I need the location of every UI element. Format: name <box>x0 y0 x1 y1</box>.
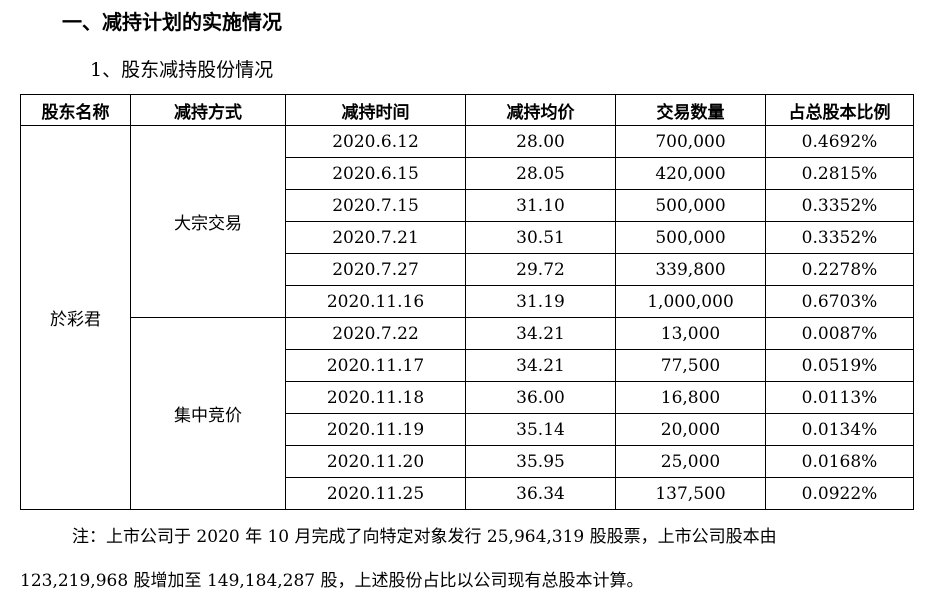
reduction-date-cell: 2020.11.20 <box>285 445 466 478</box>
trade-quantity-cell: 339,800 <box>615 253 766 286</box>
table-row: 集中竞价 2020.7.22 34.21 13,000 0.0087% <box>21 317 914 510</box>
trade-quantity-cell: 500,000 <box>615 221 766 254</box>
section-heading: 一、减持计划的实施情况 <box>62 10 282 34</box>
share-ratio-cell: 0.0519% <box>765 349 914 382</box>
average-price-cell: 28.05 <box>465 157 616 190</box>
table-row: 2020.11.16 31.19 1,000,000 0.6703% <box>21 285 914 318</box>
table-row: 2020.11.25 36.34 137,500 0.0922% <box>21 477 914 510</box>
header-reduction-date: 减持时间 <box>285 94 466 126</box>
trade-quantity-cell: 20,000 <box>615 413 766 446</box>
share-ratio-cell: 0.2815% <box>765 157 914 190</box>
table-row: 於彩君 大宗交易 2020.6.12 28.00 700,000 0.4692% <box>20 125 914 510</box>
share-ratio-cell: 0.4692% <box>765 125 914 158</box>
header-trade-quantity: 交易数量 <box>615 94 766 126</box>
share-ratio-cell: 0.0087% <box>765 317 914 350</box>
reduction-date-cell: 2020.7.22 <box>285 317 466 350</box>
reduction-method-cell: 大宗交易 <box>130 125 286 318</box>
reduction-date-cell: 2020.7.27 <box>285 253 466 286</box>
average-price-cell: 28.00 <box>465 125 616 158</box>
table-row: 2020.7.27 29.72 339,800 0.2278% <box>21 253 914 286</box>
trade-quantity-cell: 16,800 <box>615 381 766 414</box>
header-reduction-method: 减持方式 <box>130 94 286 126</box>
share-reduction-table: 股东名称 减持方式 减持时间 减持均价 交易数量 占总股本比例 於彩君 大宗交易 2… <box>20 94 914 510</box>
reduction-date-cell: 2020.11.19 <box>285 413 466 446</box>
header-average-price: 减持均价 <box>465 94 616 126</box>
reduction-date-cell: 2020.7.15 <box>285 189 466 222</box>
reduction-date-cell: 2020.6.15 <box>285 157 466 190</box>
average-price-cell: 34.21 <box>465 317 616 350</box>
trade-quantity-cell: 137,500 <box>615 477 766 510</box>
table-row: 2020.11.17 34.21 77,500 0.0519% <box>21 349 914 382</box>
average-price-cell: 31.19 <box>465 285 616 318</box>
reduction-date-cell: 2020.11.17 <box>285 349 466 382</box>
share-ratio-cell: 0.3352% <box>765 189 914 222</box>
average-price-cell: 35.14 <box>465 413 616 446</box>
average-price-cell: 31.10 <box>465 189 616 222</box>
share-ratio-cell: 0.6703% <box>765 285 914 318</box>
reduction-date-cell: 2020.11.16 <box>285 285 466 318</box>
trade-quantity-cell: 700,000 <box>615 125 766 158</box>
average-price-cell: 36.00 <box>465 381 616 414</box>
share-ratio-cell: 0.0113% <box>765 381 914 414</box>
average-price-cell: 34.21 <box>465 349 616 382</box>
share-ratio-cell: 0.0168% <box>765 445 914 478</box>
reduction-date-cell: 2020.6.12 <box>285 125 466 158</box>
trade-quantity-cell: 420,000 <box>615 157 766 190</box>
shareholder-name-cell: 於彩君 <box>20 125 131 510</box>
average-price-cell: 30.51 <box>465 221 616 254</box>
trade-quantity-cell: 25,000 <box>615 445 766 478</box>
share-ratio-cell: 0.0134% <box>765 413 914 446</box>
table-header-row: 股东名称 减持方式 减持时间 减持均价 交易数量 占总股本比例 <box>20 94 914 126</box>
trade-quantity-cell: 13,000 <box>615 317 766 350</box>
reduction-date-cell: 2020.11.25 <box>285 477 466 510</box>
table-row: 2020.6.15 28.05 420,000 0.2815% <box>21 157 914 190</box>
table-row: 2020.7.21 30.51 500,000 0.3352% <box>21 221 914 254</box>
trade-quantity-cell: 500,000 <box>615 189 766 222</box>
share-ratio-cell: 0.0922% <box>765 477 914 510</box>
average-price-cell: 36.34 <box>465 477 616 510</box>
reduction-date-cell: 2020.7.21 <box>285 221 466 254</box>
reduction-method-cell: 集中竞价 <box>130 317 286 510</box>
footnote-line-1: 注：上市公司于 2020 年 10 月完成了向特定对象发行 25,964,319… <box>72 527 777 547</box>
table-row: 2020.11.18 36.00 16,800 0.0113% <box>21 381 914 414</box>
share-ratio-cell: 0.2278% <box>765 253 914 286</box>
share-ratio-cell: 0.3352% <box>765 221 914 254</box>
average-price-cell: 29.72 <box>465 253 616 286</box>
trade-quantity-cell: 77,500 <box>615 349 766 382</box>
table-body: 於彩君 大宗交易 2020.6.12 28.00 700,000 0.4692% 2020.… <box>20 125 914 510</box>
subsection-heading: 1、股东减持股份情况 <box>90 59 274 81</box>
table-row: 2020.7.15 31.10 500,000 0.3352% <box>21 189 914 222</box>
table-row: 2020.11.19 35.14 20,000 0.0134% <box>21 413 914 446</box>
trade-quantity-cell: 1,000,000 <box>615 285 766 318</box>
header-share-ratio: 占总股本比例 <box>765 94 914 126</box>
average-price-cell: 35.95 <box>465 445 616 478</box>
reduction-date-cell: 2020.11.18 <box>285 381 466 414</box>
footnote-line-2: 123,219,968 股增加至 149,184,287 股，上述股份占比以公司… <box>20 571 644 591</box>
header-shareholder-name: 股东名称 <box>20 94 131 126</box>
